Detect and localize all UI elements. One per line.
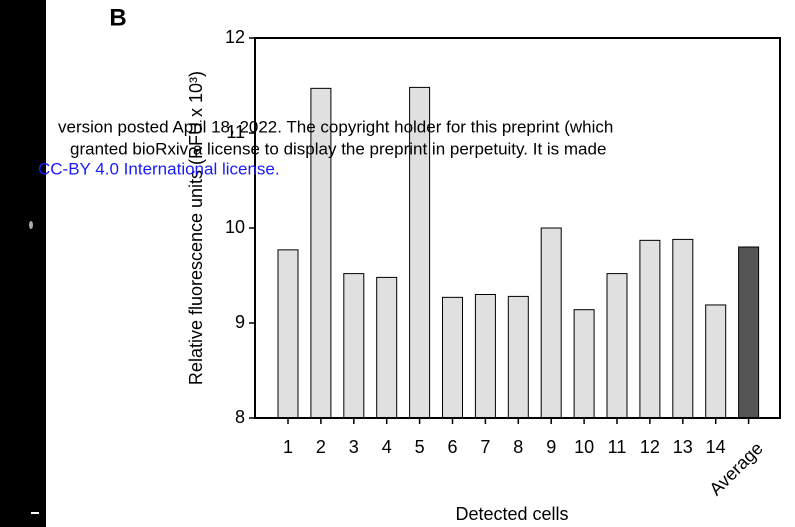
y-tick-label: 8 xyxy=(235,407,245,427)
y-tick-label: 9 xyxy=(235,312,245,332)
x-tick-label: 10 xyxy=(574,437,594,457)
y-tick-label: 12 xyxy=(225,27,245,47)
x-tick-label: 6 xyxy=(447,437,457,457)
image-panel xyxy=(0,0,46,527)
bar xyxy=(739,247,759,418)
bar xyxy=(508,296,528,418)
x-tick-label: 4 xyxy=(382,437,392,457)
bar xyxy=(475,295,495,419)
bar xyxy=(311,88,331,418)
x-tick-label: 1 xyxy=(283,437,293,457)
watermark: version posted April 18, 2022. The copyr… xyxy=(58,117,613,136)
bar xyxy=(278,250,298,418)
x-tick-label: 13 xyxy=(673,437,693,457)
x-tick-label: 11 xyxy=(608,437,627,457)
watermark-license: CC-BY 4.0 International license. xyxy=(38,159,280,178)
watermark: granted bioRxiv a license to display the… xyxy=(70,139,606,158)
x-axis-label: Detected cells xyxy=(455,504,568,524)
bar xyxy=(607,274,627,418)
bar xyxy=(574,310,594,418)
panel-label: B xyxy=(109,4,126,31)
x-tick-label: 2 xyxy=(316,437,326,457)
x-tick-label: 14 xyxy=(706,437,726,457)
bar xyxy=(673,239,693,418)
bar xyxy=(706,305,726,418)
bar xyxy=(640,240,660,418)
scale-bar xyxy=(31,512,39,514)
x-tick-label: 7 xyxy=(480,437,490,457)
x-tick-label: 9 xyxy=(546,437,556,457)
y-tick-label: 10 xyxy=(225,217,245,237)
bar xyxy=(541,228,561,418)
bar xyxy=(410,87,430,418)
x-tick-label: 5 xyxy=(415,437,425,457)
x-tick-label: 8 xyxy=(513,437,523,457)
bar xyxy=(443,297,463,418)
chart: B Relative fluorescence units (RFU x 10³… xyxy=(0,0,795,527)
cell-dot xyxy=(29,221,33,229)
x-tick-label: 12 xyxy=(640,437,660,457)
bar xyxy=(344,274,364,418)
bar xyxy=(377,277,397,418)
x-tick-label: 3 xyxy=(349,437,359,457)
